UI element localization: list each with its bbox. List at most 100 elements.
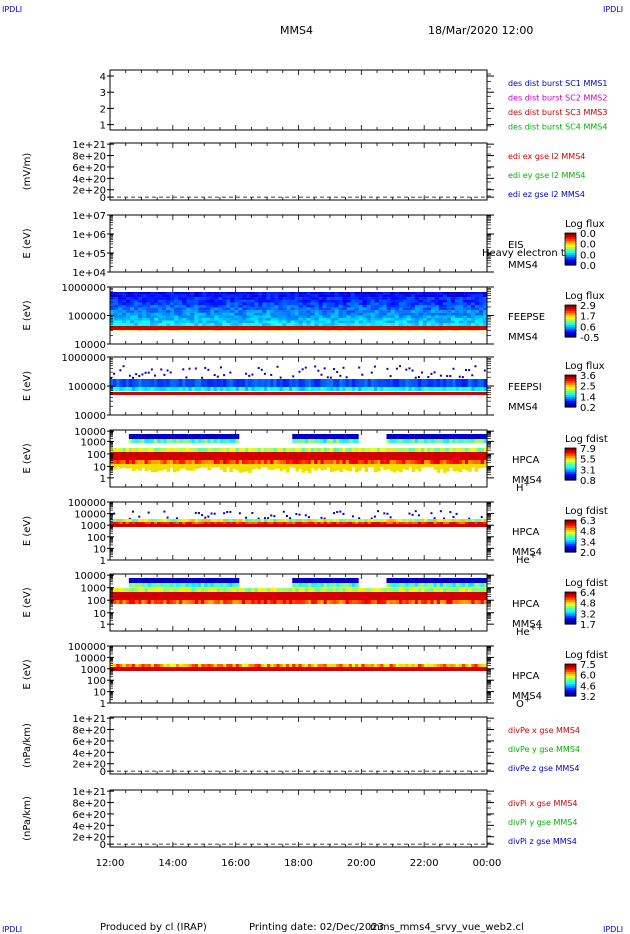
colorbar-segment <box>565 606 576 609</box>
spectrogram-cell <box>426 307 432 311</box>
spectrogram-cell <box>350 315 356 319</box>
spectrogram-cell <box>408 367 411 370</box>
colorbar-segment <box>565 548 576 551</box>
spectrogram-cell <box>219 588 224 592</box>
spectrogram-cell <box>128 439 133 443</box>
spectrogram-cell <box>150 600 155 604</box>
spectrogram-cell <box>262 312 267 316</box>
spectrogram-cell <box>311 439 315 443</box>
spectrogram-cell <box>382 307 388 311</box>
spectrogram-cell <box>405 664 409 667</box>
spectrogram-cell <box>245 522 249 524</box>
spectrogram-cell <box>219 578 224 583</box>
spectrogram-cell <box>318 318 324 321</box>
spectrogram-cell <box>422 318 428 321</box>
spectrogram-cell <box>477 578 482 583</box>
spectrogram-cell <box>450 292 456 295</box>
spectrogram-cell <box>433 460 438 464</box>
spectrogram-cell <box>408 578 413 583</box>
spectrogram-cell <box>454 320 460 324</box>
spectrogram-cell <box>214 302 219 306</box>
spectrogram-cell <box>346 320 352 324</box>
spectrogram-cell <box>270 297 275 300</box>
spectrogram-cell <box>298 320 304 324</box>
spectrogram-cell <box>358 315 364 319</box>
spectrogram-cell <box>442 302 448 306</box>
spectrogram-cell <box>138 297 143 300</box>
spectrogram-cell <box>257 460 262 464</box>
spectrogram-cell <box>471 583 475 587</box>
spectrogram-cell <box>411 578 416 583</box>
spectrogram-band <box>110 392 487 395</box>
spectrogram-cell <box>230 312 235 316</box>
spectrogram-cell <box>358 519 362 522</box>
spectrogram-cell <box>326 297 332 300</box>
spectrogram-cell <box>147 600 152 604</box>
spectrogram-cell <box>458 379 463 387</box>
spectrogram-cell <box>354 312 360 316</box>
spectrogram-cell <box>314 299 320 303</box>
spectrogram-cell <box>430 464 435 468</box>
instrument-label: HPCA <box>512 671 540 682</box>
spectrogram-cell <box>348 460 353 464</box>
spectrogram-cell <box>482 323 488 326</box>
spectrogram-cell <box>142 312 147 316</box>
spectrogram-cell <box>260 448 265 452</box>
spectrogram-cell <box>242 320 247 324</box>
spectrogram-cell <box>267 460 271 464</box>
spectrogram-cell <box>430 522 435 524</box>
spectrogram-cell <box>402 588 406 592</box>
spectrogram-cell <box>342 323 348 326</box>
spectrogram-cell <box>358 292 364 295</box>
spectrogram-cell <box>146 297 151 300</box>
spectrogram-cell <box>197 439 202 443</box>
spectrogram-cell <box>422 307 428 311</box>
spectrogram-cell <box>223 464 227 473</box>
spectrogram-cell <box>480 448 485 452</box>
colorbar-segment <box>565 391 576 394</box>
spectrogram-cell <box>411 448 416 452</box>
spectrogram-cell <box>154 310 159 313</box>
spectrogram-cell <box>150 387 155 391</box>
spectrogram-cell <box>411 513 414 516</box>
spectrogram-cell <box>295 519 299 522</box>
spectrogram-cell <box>206 297 211 300</box>
spectrogram-cell <box>194 305 199 308</box>
spectrogram-cell <box>276 600 281 604</box>
spectrogram-cell <box>468 583 472 587</box>
spectrogram-cell <box>358 305 364 308</box>
spectrogram-cell <box>238 312 243 316</box>
spectrogram-cell <box>292 522 296 524</box>
spectrogram-cell <box>417 588 422 592</box>
spectrogram-cell <box>226 387 230 391</box>
spectrogram-cell <box>110 588 114 592</box>
spectrogram-cell <box>402 292 408 295</box>
spectrogram-cell <box>311 600 315 604</box>
spectrogram-cell <box>378 323 384 326</box>
spectrogram-cell <box>386 522 391 524</box>
spectrogram-cell <box>258 312 263 316</box>
spectrogram-cell <box>190 294 195 298</box>
spectrogram-cell <box>230 297 235 300</box>
spectrogram-cell <box>207 460 212 464</box>
spectrogram-cell <box>326 305 332 308</box>
spectrogram-cell <box>477 464 482 469</box>
spectrogram-cell <box>276 664 281 667</box>
spectrogram-cell <box>348 379 353 387</box>
spectrogram-cell <box>466 292 472 295</box>
spectrogram-cell <box>361 600 365 604</box>
spectrogram-cell <box>470 292 476 295</box>
spectrogram-cell <box>354 320 360 324</box>
spectrogram-cell <box>131 376 134 379</box>
spectrogram-cell <box>190 305 195 308</box>
spectrogram-cell <box>339 460 343 464</box>
spectrogram-cell <box>166 318 171 321</box>
spectrogram-cell <box>382 315 388 319</box>
spectrogram-cell <box>329 583 334 587</box>
colorbar-segment <box>565 664 576 667</box>
spectrogram-cell <box>186 318 191 321</box>
spectrogram-cell <box>250 310 255 313</box>
spectrogram-cell <box>157 583 161 587</box>
spectrogram-cell <box>346 323 352 326</box>
y-axis-label: E (eV) <box>22 371 33 401</box>
